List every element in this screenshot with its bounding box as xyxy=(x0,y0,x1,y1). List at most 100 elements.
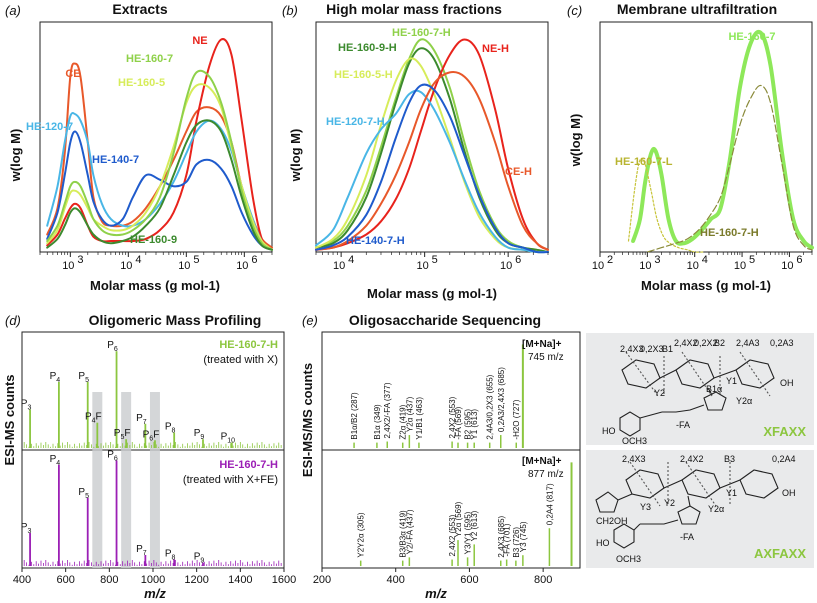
peak-label-P4: P4 xyxy=(50,371,61,384)
series-name-d1: HE-160-7-H xyxy=(219,339,278,351)
peak-label-P6: P6 xyxy=(107,340,118,353)
xlabel-d: m/z xyxy=(144,586,166,601)
curve-HE-160-9 xyxy=(46,119,273,251)
frag-axfaxx-2: B3 xyxy=(724,454,735,464)
fragment-label: 2,4X3 (685) xyxy=(497,515,506,557)
label-HE-140-7-H: HE-140-7-H xyxy=(346,235,405,247)
fragment-label: Z2α (419) xyxy=(399,404,408,439)
xtick-exponent: 6 xyxy=(515,254,521,266)
ticks-d: 400 600 800 1000 1200 1400 1600 xyxy=(13,568,296,586)
ticks-b: 10 4 10 5 10 6 xyxy=(315,252,549,272)
chart-e: B1α/B2 (287) B1α (349) 2,4X2/-FA (377) Z2α … xyxy=(300,331,581,601)
precursor-mz-1: 745 m/z xyxy=(528,352,564,363)
label-HE-160-7-H-c: HE-160-7-H xyxy=(700,227,759,239)
curve-HE-140-7 xyxy=(46,130,273,251)
fragment-label: 2,4X2/-FA (377) xyxy=(383,382,392,438)
series-note-d2: (treated with X+FE) xyxy=(183,474,278,486)
label-HE-160-5-H: HE-160-5-H xyxy=(334,69,393,81)
structure-box-1 xyxy=(586,333,814,445)
fragment-label: Y2α (437) xyxy=(405,396,414,432)
xtick-label: 10 xyxy=(781,260,793,272)
xtick-exponent: 6 xyxy=(796,254,802,266)
compound-axfaxx: AXFAXX xyxy=(754,546,806,561)
curve-HE-160-7-L xyxy=(627,157,704,253)
fragment-label: Y2α (569) xyxy=(454,501,463,537)
title-d: Oligomeric Mass Profiling xyxy=(89,312,262,328)
structure-axfaxx: 2,4X3 2,4X2 B3 0,2A4 Y3 Y2 Y1 Y2α -FA CH… xyxy=(586,450,814,568)
ring-fa-2 xyxy=(613,523,635,549)
peak-label-P3: P3 xyxy=(21,522,32,535)
fragment-label: Y2Y2α (305) xyxy=(357,512,366,557)
frag-xfaxx-4: 0,2X2 xyxy=(694,338,718,348)
xlabel-b: Molar mass (g mol-1) xyxy=(367,286,497,301)
peak-label-P4: P4 xyxy=(50,454,61,467)
ring-fa-1 xyxy=(619,411,641,437)
fragment-label: -FA (701) xyxy=(503,523,512,556)
struct-oh-1: OH xyxy=(780,378,794,388)
xtick-exponent: 6 xyxy=(251,254,257,266)
label-HE-160-7-L: HE-160-7-L xyxy=(615,156,673,168)
frag-xfaxx-1: 0,2X3 xyxy=(640,344,664,354)
curve-HE-140-7-H xyxy=(315,83,549,254)
xtick-label: 400 xyxy=(387,574,405,586)
ring-ara-a2 xyxy=(677,505,701,525)
title-b: High molar mass fractions xyxy=(326,1,502,17)
chart-a: 10 3 10 4 10 5 10 6 w(log M) Molar mass (g mol-… xyxy=(8,21,273,293)
title-a: Extracts xyxy=(112,1,167,17)
frag-xfaxx-0: 2,4X3 xyxy=(620,344,644,354)
label-HE-160-7-c: HE-160-7 xyxy=(728,31,775,43)
peak-label-P5F: P5F xyxy=(114,428,131,441)
xlabel-c: Molar mass (g mol-1) xyxy=(641,278,771,293)
xtick-exponent: 4 xyxy=(702,254,708,266)
fragment-label: 2,4A3/0,2X3 (655) xyxy=(486,374,495,439)
ylabel-c: w(log M) xyxy=(568,114,583,168)
ticks-e: 200 400 600 800 xyxy=(313,568,552,586)
fragment-label: -FA (569) xyxy=(454,406,463,439)
precursor-label-2: [M+Na]+ xyxy=(522,456,562,467)
ylabel-a: w(log M) xyxy=(8,129,23,183)
label-HE-120-7-H: HE-120-7-H xyxy=(326,116,385,128)
frag-axfaxx-m0: Y3 xyxy=(640,502,651,512)
curve-CE-H xyxy=(315,71,549,251)
label-NE-H: NE-H xyxy=(482,43,509,55)
fragment-label: Y3 (745) xyxy=(519,521,528,552)
xtick-label: 200 xyxy=(313,574,331,586)
curve-HE-160-7-H xyxy=(315,38,549,253)
label-HE-160-9-H: HE-160-9-H xyxy=(338,42,397,54)
fragment-label: Y1/B1 (463) xyxy=(415,397,424,440)
label-HE-140-7: HE-140-7 xyxy=(92,154,139,166)
curves-a xyxy=(46,38,273,251)
peak-label-P5: P5 xyxy=(78,371,89,384)
ring-ara xyxy=(703,391,727,411)
peak-label-P4F: P4F xyxy=(85,412,102,425)
frag-axfaxx-1: 2,4X2 xyxy=(680,454,704,464)
fragment-label: -H2O (727) xyxy=(512,399,521,439)
series-name-d2: HE-160-7-H xyxy=(219,459,278,471)
struct-och3-2: OCH3 xyxy=(616,554,641,564)
frag-axfaxx-m1: Y2 xyxy=(664,498,675,508)
ylabel-b: w(log M) xyxy=(288,129,303,183)
peak-label-P10: P10 xyxy=(221,432,236,445)
plot-frame-c xyxy=(599,21,813,253)
xtick-label: 10 xyxy=(417,260,429,272)
xtick-label: 600 xyxy=(56,574,74,586)
fragment-label: Y2 (613) xyxy=(470,510,479,541)
xtick-label: 800 xyxy=(534,574,552,586)
peak-label-P7: P7 xyxy=(136,544,147,557)
bands-d xyxy=(92,392,160,568)
fa-link-2 xyxy=(640,519,679,525)
xtick-label: 1400 xyxy=(228,574,252,586)
label-NE: NE xyxy=(192,35,207,47)
ylabel-d: ESI-MS counts xyxy=(2,374,17,465)
fa-link-1 xyxy=(662,404,705,413)
panel-label-c: (c) xyxy=(567,3,582,18)
label-CE: CE xyxy=(65,68,80,80)
fragment-label: Y3/Y1 (595) xyxy=(464,511,473,554)
panel-label-b: (b) xyxy=(282,3,298,18)
curves-b xyxy=(315,38,549,254)
fragment-label: B3/B3α (419) xyxy=(399,510,408,558)
ylabel-e: ESI-MS/MS counts xyxy=(300,363,315,477)
xtick-label: 10 xyxy=(236,260,248,272)
xtick-exponent: 2 xyxy=(607,254,613,266)
xlabel-a: Molar mass (g mol-1) xyxy=(90,278,220,293)
